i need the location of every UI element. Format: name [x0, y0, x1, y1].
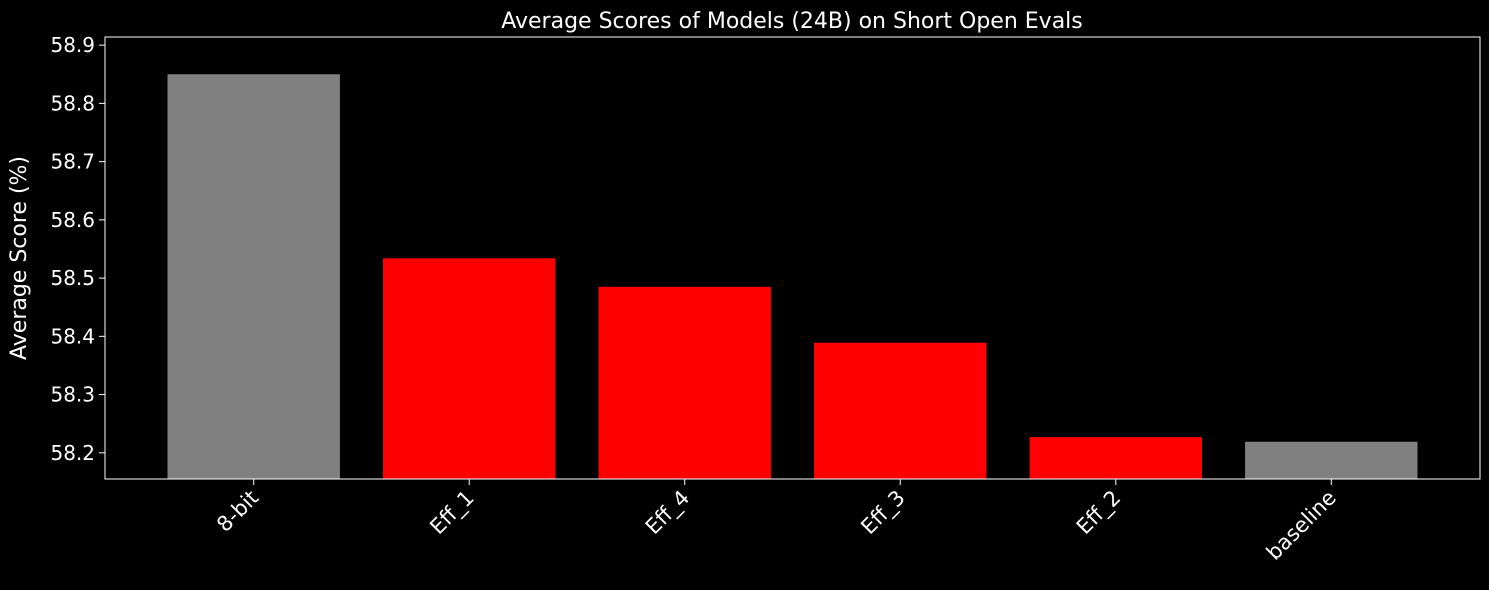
- y-tick-label: 58.9: [50, 33, 95, 57]
- y-axis-label: Average Score (%): [7, 156, 32, 360]
- chart-title: Average Scores of Models (24B) on Short …: [501, 9, 1083, 34]
- y-tick-label: 58.6: [50, 208, 95, 232]
- bar: [1029, 437, 1202, 479]
- bar: [814, 342, 987, 479]
- y-tick-label: 58.4: [50, 324, 95, 348]
- bar: [598, 286, 771, 479]
- y-tick-label: 58.3: [50, 383, 95, 407]
- y-tick-label: 58.7: [50, 150, 95, 174]
- bar: [167, 74, 340, 480]
- y-tick-label: 58.5: [50, 266, 95, 290]
- bar: [383, 258, 556, 479]
- y-tick-label: 58.2: [50, 441, 95, 465]
- bar: [1245, 441, 1418, 479]
- y-tick-label: 58.8: [50, 91, 95, 115]
- plot-frame: [104, 36, 1481, 480]
